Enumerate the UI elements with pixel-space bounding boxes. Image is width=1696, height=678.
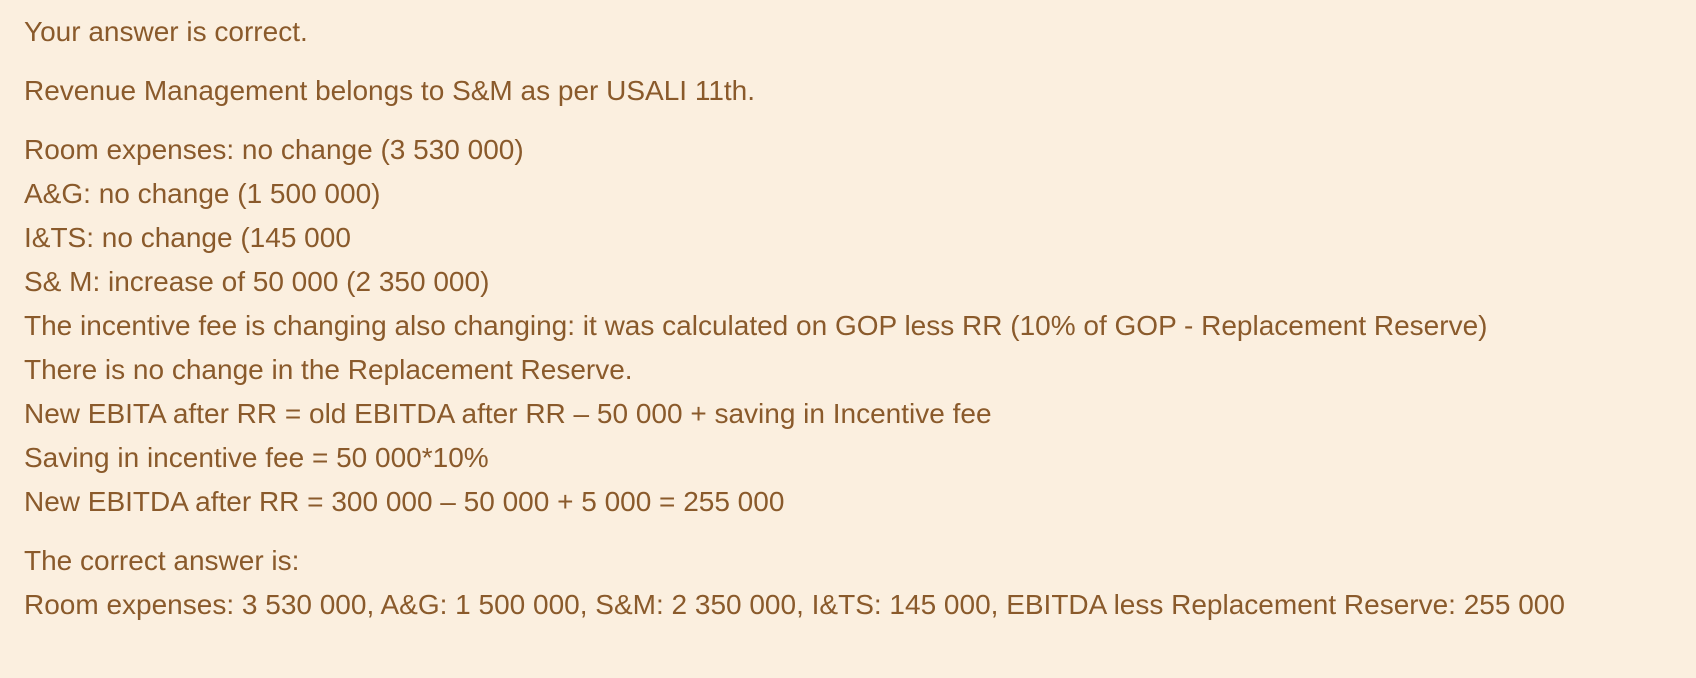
incentive-saving-line: Saving in incentive fee = 50 000*10% <box>24 442 489 473</box>
usali-note: Revenue Management belongs to S&M as per… <box>24 75 756 106</box>
sm-line: S& M: increase of 50 000 (2 350 000) <box>24 266 490 297</box>
correct-answer-label: The correct answer is: <box>24 545 300 576</box>
correct-answer-block: The correct answer is: Room expenses: 3 … <box>24 539 1672 627</box>
incentive-fee-line: The incentive fee is changing also chang… <box>24 310 1488 341</box>
answer-status: Your answer is correct. <box>24 16 308 47</box>
replacement-reserve-line: There is no change in the Replacement Re… <box>24 354 633 385</box>
new-ebitda-result-line: New EBITDA after RR = 300 000 – 50 000 +… <box>24 486 785 517</box>
ag-line: A&G: no change (1 500 000) <box>24 178 381 209</box>
correct-answer-text: Room expenses: 3 530 000, A&G: 1 500 000… <box>24 589 1565 620</box>
its-line: I&TS: no change (145 000 <box>24 222 351 253</box>
explanation-block: Room expenses: no change (3 530 000) A&G… <box>24 128 1672 524</box>
new-ebita-formula-line: New EBITA after RR = old EBITDA after RR… <box>24 398 992 429</box>
room-expenses-line: Room expenses: no change (3 530 000) <box>24 134 524 165</box>
